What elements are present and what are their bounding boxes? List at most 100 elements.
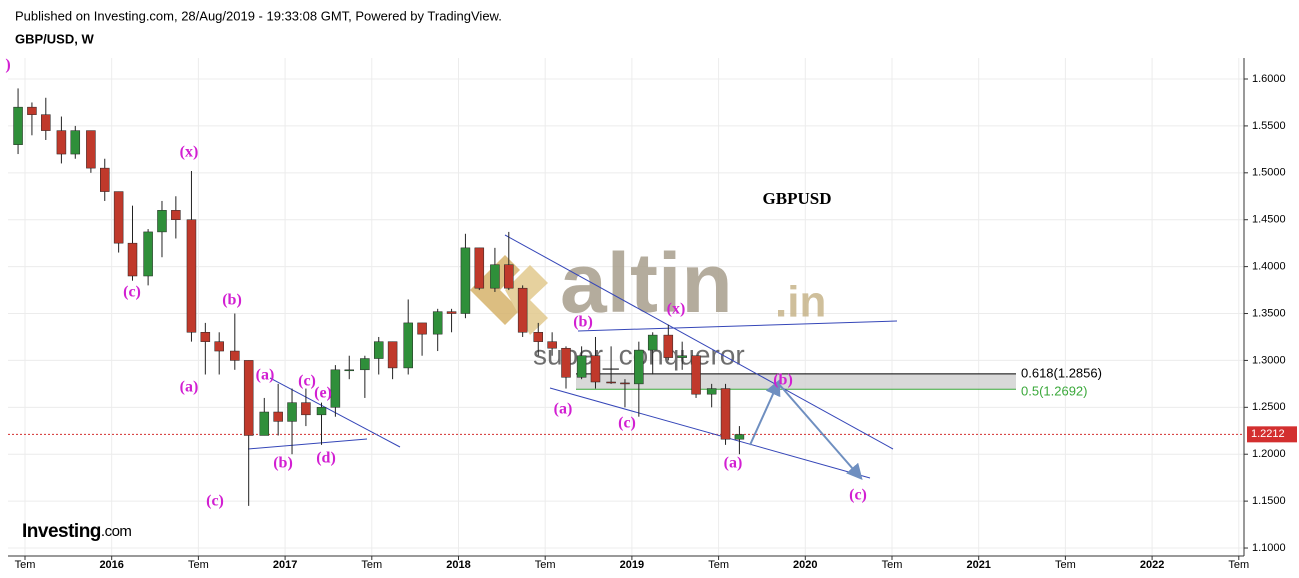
x-tick-label: Tem [361, 559, 382, 571]
candle-body [620, 382, 630, 385]
last-price-label: 1.2212 [1251, 428, 1285, 440]
x-tick-label: 2016 [99, 559, 123, 571]
wave-label: (c) [618, 415, 636, 432]
wave-label: (c) [849, 487, 867, 504]
candle-body [561, 347, 571, 378]
candle-body [344, 369, 355, 372]
candle-body [547, 341, 557, 349]
trend-line [549, 387, 871, 479]
candle-body [403, 322, 413, 369]
x-tick-label: Tem [1055, 559, 1076, 571]
x-tick-label: Tem [188, 559, 209, 571]
y-tick-label: 1.4500 [1252, 214, 1286, 226]
wave-label: (c) [298, 373, 316, 390]
candle-body [360, 358, 370, 371]
arrow [749, 379, 781, 446]
candle-body [113, 191, 124, 244]
candle-body [417, 322, 427, 335]
published: Published on Investing.com, 28/Aug/2019 … [15, 8, 502, 23]
wave-label: (b) [773, 372, 793, 389]
candle-body [287, 402, 297, 422]
y-tick-label: 1.1500 [1252, 495, 1286, 507]
wave-label: (a) [256, 367, 275, 384]
candle-body [533, 332, 544, 342]
x-tick-label: 2018 [446, 559, 470, 571]
x-tick-label: Tem [708, 559, 729, 571]
arrow [777, 382, 863, 481]
candle-body [186, 219, 197, 333]
candle-body [70, 130, 81, 155]
candle-body [720, 388, 731, 440]
candle-body [474, 247, 485, 289]
logo-suffix: .com [101, 523, 132, 540]
symbol: GBP/USD, W [15, 31, 94, 46]
candle-body [127, 242, 138, 277]
last-price-box [1247, 426, 1297, 443]
candle-body [100, 167, 110, 192]
candle-body [706, 388, 717, 395]
brand: altin [560, 236, 733, 330]
candle-body [214, 341, 224, 352]
logo-name: Investing [22, 521, 101, 542]
wave-label: (b) [222, 292, 242, 309]
fib-label: 0.618(1.2856) [1021, 365, 1102, 380]
candle-body [259, 411, 270, 436]
candle-body [56, 130, 67, 155]
trend-line [577, 320, 898, 332]
trend-line [247, 438, 368, 450]
wave-label: (b) [273, 455, 293, 472]
candle-body [200, 332, 211, 342]
x-tick-label: 2017 [273, 559, 297, 571]
candle-body [230, 350, 240, 361]
projection [749, 379, 863, 481]
wave-label: (a) [724, 455, 743, 472]
candle-body [691, 355, 701, 395]
candle-body [27, 106, 37, 115]
candle-body [606, 381, 616, 384]
y-tick-label: 1.1000 [1252, 542, 1286, 554]
candle-body [590, 355, 601, 383]
y-tick-label: 1.3500 [1252, 307, 1286, 319]
x-tick-label: Tem [15, 559, 36, 571]
logo: Investing.com [22, 521, 131, 542]
candle-body [576, 355, 587, 378]
candle-body [490, 264, 500, 289]
candle-body [41, 114, 51, 131]
candle-body [273, 411, 283, 422]
wave-label: (b) [573, 314, 593, 331]
wave-label: (c) [123, 284, 141, 301]
candle-body [157, 210, 167, 233]
candle-body [301, 402, 311, 416]
y-tick-label: 1.4000 [1252, 261, 1286, 273]
y-tick-label: 1.2500 [1252, 401, 1286, 413]
x-tick-label: Tem [1228, 559, 1249, 571]
candle-body [634, 349, 644, 385]
wave-label: (a) [180, 379, 199, 396]
x-tick-label: 2021 [966, 559, 990, 571]
candle-body [171, 210, 181, 220]
y-tick-label: 1.5000 [1252, 167, 1286, 179]
y-tick-label: 1.2000 [1252, 448, 1286, 460]
fib-label: 0.5(1.2692) [1021, 384, 1088, 399]
candle-body [504, 264, 514, 289]
candle-body [316, 407, 327, 416]
candle-body [647, 334, 658, 351]
x-tick-label: 2019 [620, 559, 644, 571]
x-tick-label: Tem [882, 559, 903, 571]
wave-label: (x) [667, 301, 686, 318]
candle-body [734, 434, 745, 440]
candle-body [432, 311, 443, 335]
grid [8, 58, 1244, 556]
y-tick-label: 1.6000 [1252, 73, 1286, 85]
wave-label: (d) [316, 450, 336, 467]
candle-body [86, 130, 96, 169]
x-tick-label: Tem [535, 559, 556, 571]
fib-zone [576, 373, 1016, 390]
x-tick-label: 2022 [1140, 559, 1164, 571]
candle-body [143, 231, 153, 277]
candle-body [460, 247, 471, 314]
brand-suffix: .in [775, 278, 826, 327]
wave-label: (c) [206, 493, 224, 510]
wave-label: ) [5, 57, 10, 74]
